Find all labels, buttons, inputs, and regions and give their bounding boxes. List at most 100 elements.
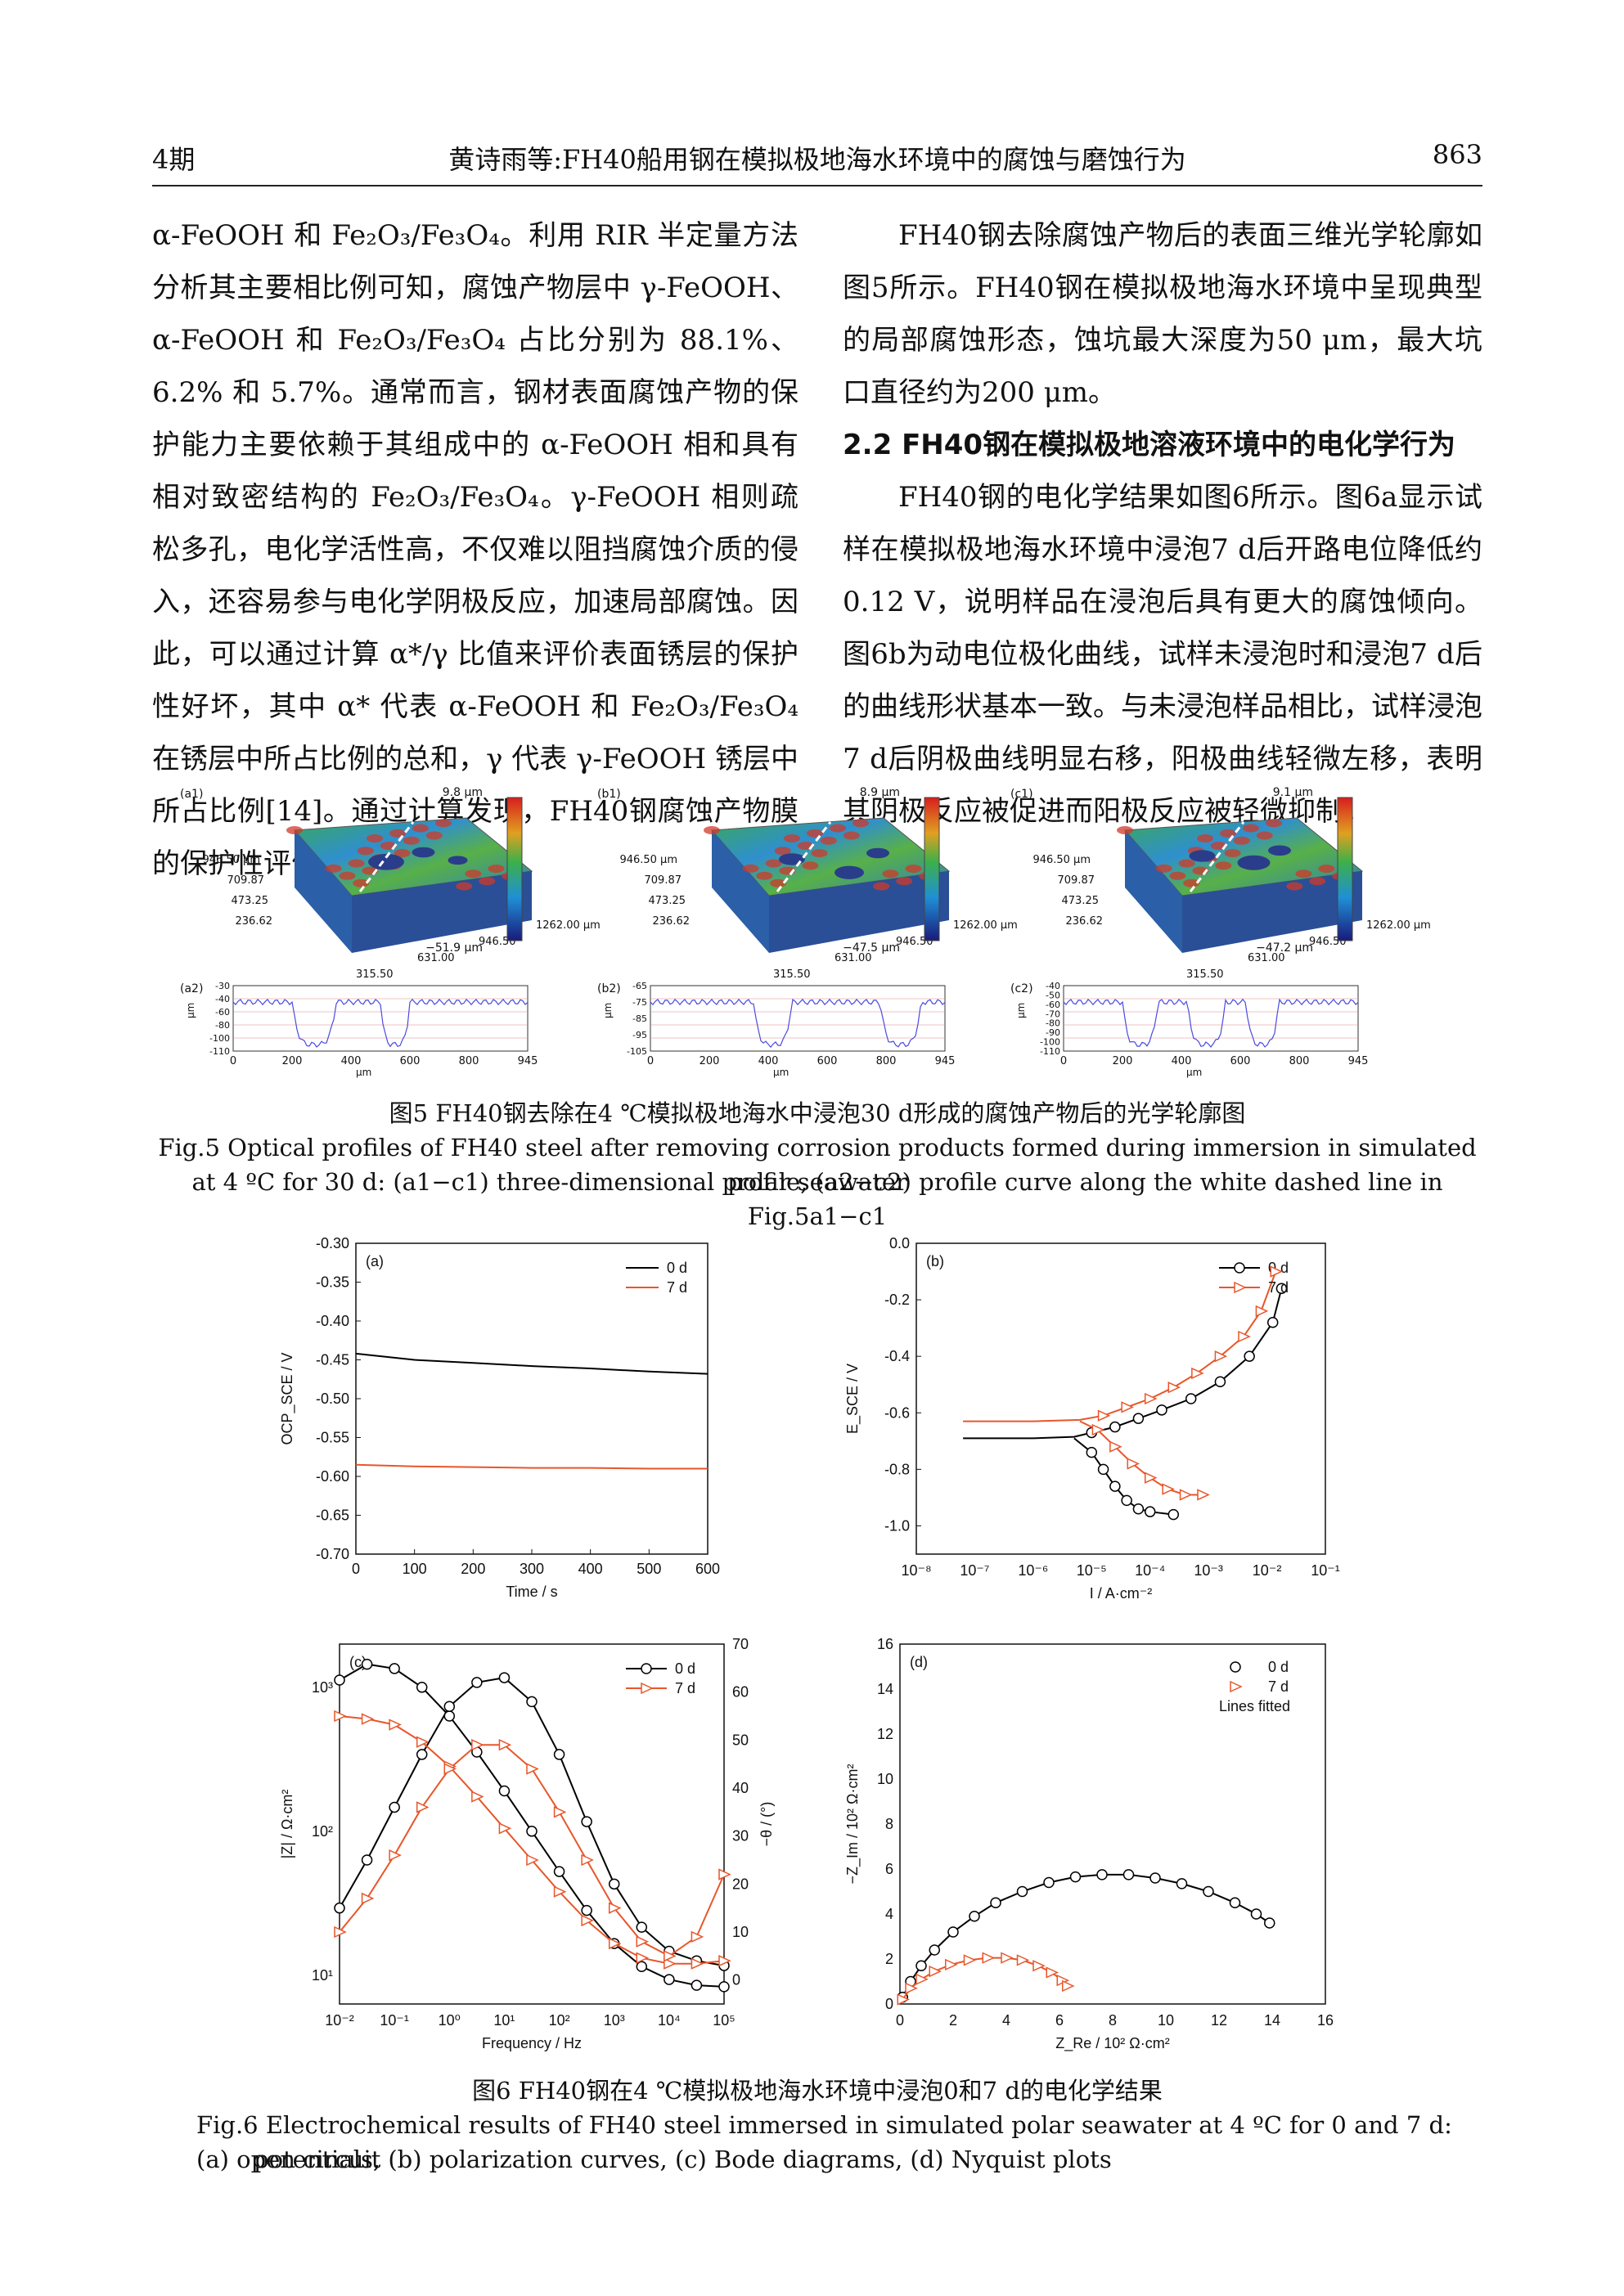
profile-y-tick: -95 [632,1030,647,1040]
header-rule [152,185,1482,186]
red-region [1309,877,1326,886]
red-region [882,869,899,878]
profile-dashed-line [1189,821,1245,892]
red-region [905,865,922,873]
profile-y-unit: μm [185,1003,196,1018]
data-point [636,1935,650,1948]
data-point [691,1979,703,1991]
y-tick-label: 6 [885,1861,893,1877]
data-point [1001,1952,1014,1964]
red-region [1117,826,1133,834]
profile-x-tick: 0 [230,1055,236,1067]
data-point [361,1892,375,1905]
data-point [1109,1440,1122,1453]
color-bar [506,797,523,941]
data-point [1032,1960,1046,1972]
data-point [1062,1979,1075,1993]
profile-y-tick: -60 [215,1007,230,1018]
right-paragraph-1: FH40钢去除腐蚀产物后的表面三维光学轮廓如图5所示。FH40钢在模拟极地海水环… [843,219,1482,409]
data-point [389,1801,400,1813]
x-tick-label: 16 [1317,2012,1334,2029]
data-point [526,1763,539,1775]
data-point [389,1719,402,1731]
red-region [1295,869,1312,878]
x-tick-label: 10⁻¹ [380,2012,409,2029]
fig5-panel: (c1) 946.50 μm 709.87 473.25 236.62 1262.00 μ… [1010,786,1431,1078]
profile-x-tick: 400 [341,1055,362,1067]
data-point [1149,1872,1161,1884]
panel-label-3d: (a1) [180,788,203,801]
red-region [774,847,791,856]
data-point [718,1868,731,1880]
red-region [412,824,429,833]
data-point [664,1974,675,1985]
profile-dashed-line [358,821,415,892]
x-tick-label: 315.50 [773,968,811,981]
y2-tick-label: 70 [732,1636,749,1652]
red-region [1256,831,1273,840]
data-point [1144,1506,1156,1517]
red-region [456,882,473,891]
corrosion-pit [1189,850,1216,862]
plot-frame [355,1242,709,1555]
fig6-caption-cn: 图6 FH40钢在4 ℃模拟极地海水环境中浸泡0和7 d的电化学结果 [472,2077,1163,2105]
data-point [1238,1330,1251,1343]
fig5-panel: (a1) 946.50 μm 709.87 473.25 236.62 1262.00 μ… [180,786,601,1078]
red-region [1169,871,1186,880]
x-tick-label: 315.50 [356,968,394,981]
x-tick-label: 200 [461,1561,485,1577]
y-tick-label: 709.87 [1058,874,1095,887]
profile-x-tick: 945 [1348,1055,1369,1067]
data-point [1244,1350,1255,1362]
profile-x-tick: 945 [518,1055,538,1067]
y-tick-label: 14 [877,1681,893,1697]
data-point [897,1993,911,2006]
left-paragraph: α-FeOOH 和 Fe₂O₃/Fe₃O₄。利用 RIR 半定量方法分析其主要相… [152,219,799,880]
phase-curve [339,1677,725,1967]
data-point [1230,1661,1241,1673]
red-region [784,834,800,842]
data-point [526,1853,539,1867]
red-region [403,836,420,845]
color-bar [924,797,940,941]
x-tick-label: 946.50 [479,936,516,948]
data-point [1109,1480,1121,1492]
red-region [1183,878,1200,887]
profile-curve [232,998,529,1048]
data-point [982,1952,996,1964]
x-tick-label: 10⁻¹ [1311,1562,1340,1579]
profile-x-tick: 200 [700,1055,720,1067]
y-axis-label: −Z_Im / 10² Ω·cm² [844,1764,861,1885]
page-number: 863 [1432,139,1482,170]
data-point [641,1663,652,1674]
figure-6: 0 100 200 300 400 500 600-0.30-0.35-0.40-0.45-… [279,1235,1340,2052]
profile-y-tick: -110 [209,1046,230,1057]
data-point [1250,1908,1262,1920]
profile-x-tick: 0 [1060,1055,1067,1067]
data-point [608,1902,622,1914]
legend-label: 0 d [1268,1659,1289,1675]
color-bar-min: −47.5 μm [843,941,900,955]
y2-tick-label: 0 [732,1972,740,1988]
red-region [1197,834,1213,842]
data-point [1214,1376,1226,1388]
profile-x-tick: 200 [1113,1055,1133,1067]
profile-y-tick: -60 [1046,1000,1060,1010]
red-region [852,819,869,828]
red-region [353,878,370,887]
data-point [963,1954,977,1966]
profile-y-tick: -100 [209,1033,230,1044]
x-tick-label: 0 [352,1561,360,1577]
x-tick-label: 300 [520,1561,544,1577]
red-region [820,836,837,845]
red-region [742,864,759,873]
profile-y-tick: -70 [1046,1009,1060,1019]
data-point [553,1749,565,1760]
profile-y-tick: -40 [215,994,230,1004]
red-region [765,859,782,868]
y-tick-label: -0.30 [316,1235,349,1251]
data-point [1167,1508,1180,1521]
color-bar-max: 9.8 μm [443,786,483,799]
x-tick-label: 500 [637,1561,661,1577]
y-tick-label: -0.45 [316,1352,349,1368]
